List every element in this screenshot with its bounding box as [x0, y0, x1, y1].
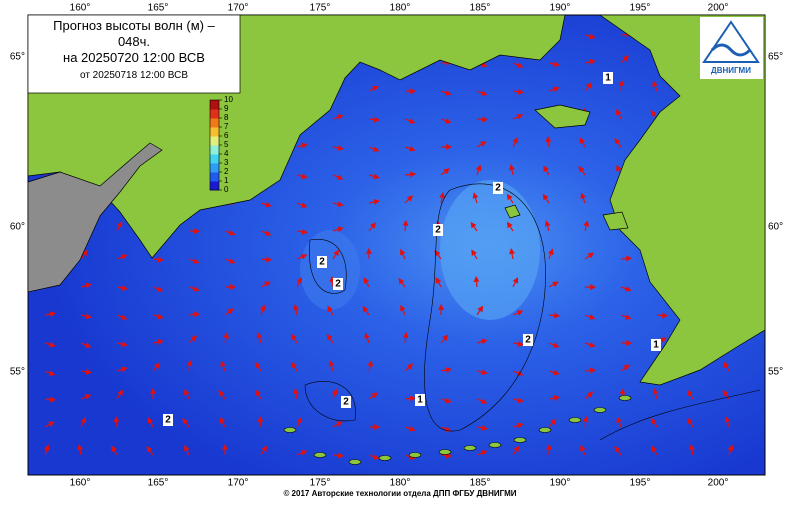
wave-arrow: [621, 258, 631, 259]
lon-label: 200°: [708, 478, 729, 489]
colorbar-segment: [210, 109, 219, 119]
colorbar-segment: [210, 163, 219, 173]
island: [379, 456, 391, 461]
lat-label: 65°: [768, 52, 783, 63]
lon-label: 190°: [550, 3, 571, 14]
wave-arrow: [477, 119, 487, 120]
colorbar-label: 5: [224, 140, 229, 149]
contour-label: 1: [653, 340, 659, 351]
island: [489, 443, 501, 448]
contour-label: 2: [319, 257, 325, 268]
title-wrap: Прогноз высоты волн (м) – 048ч. на 20250…: [30, 18, 238, 90]
colorbar-segment: [210, 145, 219, 155]
footer: © 2017 Авторские технологии отдела ДПП Ф…: [283, 489, 516, 498]
lon-label: 170°: [228, 478, 249, 489]
colorbar-label: 7: [224, 122, 229, 131]
island: [619, 396, 631, 401]
island: [514, 438, 526, 443]
lon-label: 175°: [310, 3, 331, 14]
lon-label: 160°: [70, 478, 91, 489]
colorbar-segment: [210, 136, 219, 146]
issued-time: от 20250718 12:00 ВСВ: [30, 68, 238, 84]
lat-label: 65°: [10, 52, 25, 63]
colorbar-label: 6: [224, 131, 229, 140]
colorbar-label: 4: [224, 149, 229, 158]
lon-label: 180°: [390, 478, 411, 489]
wave-area: [440, 180, 540, 320]
title: Прогноз высоты волн (м) – 048ч.: [30, 18, 238, 50]
colorbar-segment: [210, 127, 219, 137]
island: [439, 450, 451, 455]
island: [464, 446, 476, 451]
island: [539, 428, 551, 433]
contour-label: 1: [417, 395, 423, 406]
colorbar-label: 0: [224, 185, 229, 194]
lat-label: 55°: [10, 367, 25, 378]
colorbar-segment: [210, 181, 219, 191]
contour-label: 2: [165, 415, 171, 426]
colorbar-label: 9: [224, 104, 229, 113]
colorbar-label: 8: [224, 113, 229, 122]
lon-label: 170°: [228, 3, 249, 14]
colorbar-segment: [210, 172, 219, 182]
lon-label: 195°: [630, 478, 651, 489]
lon-label: 160°: [70, 3, 91, 14]
valid-time: на 20250720 12:00 ВСВ: [30, 50, 238, 66]
lon-label: 175°: [310, 478, 331, 489]
colorbar-label: 3: [224, 158, 229, 167]
island: [314, 453, 326, 458]
colorbar-segment: [210, 118, 219, 128]
colorbar-segment: [210, 100, 219, 110]
contour-label: 2: [495, 183, 501, 194]
lon-label: 200°: [708, 3, 729, 14]
wave-arrow: [405, 398, 415, 399]
colorbar-label: 2: [224, 167, 229, 176]
lon-label: 195°: [630, 3, 651, 14]
lat-label: 55°: [768, 367, 783, 378]
lon-label: 180°: [390, 3, 411, 14]
lon-label: 190°: [550, 478, 571, 489]
island: [349, 460, 361, 465]
contour-label: 2: [435, 225, 441, 236]
contour-label: 1: [605, 73, 611, 84]
colorbar-segment: [210, 154, 219, 164]
island: [594, 408, 606, 413]
island: [569, 418, 581, 423]
lon-label: 165°: [148, 478, 169, 489]
island: [409, 453, 421, 458]
lat-label: 60°: [10, 222, 25, 233]
contour-label: 2: [525, 335, 531, 346]
lat-label: 60°: [768, 222, 783, 233]
lon-label: 185°: [470, 3, 491, 14]
colorbar-label: 10: [224, 95, 233, 104]
island: [284, 428, 296, 433]
contour-label: 2: [335, 279, 341, 290]
wave-arrow: [261, 259, 271, 260]
wave-arrow: [45, 399, 55, 400]
title-block: Прогноз высоты волн (м) – 048ч. на 20250…: [30, 18, 238, 84]
lon-label: 165°: [148, 3, 169, 14]
colorbar-label: 1: [224, 176, 229, 185]
lon-label: 185°: [470, 478, 491, 489]
wave-arrow: [585, 370, 595, 371]
logo-text: ДВНИГМИ: [711, 66, 751, 75]
contour-label: 2: [343, 397, 349, 408]
wave-arrow: [621, 81, 622, 91]
